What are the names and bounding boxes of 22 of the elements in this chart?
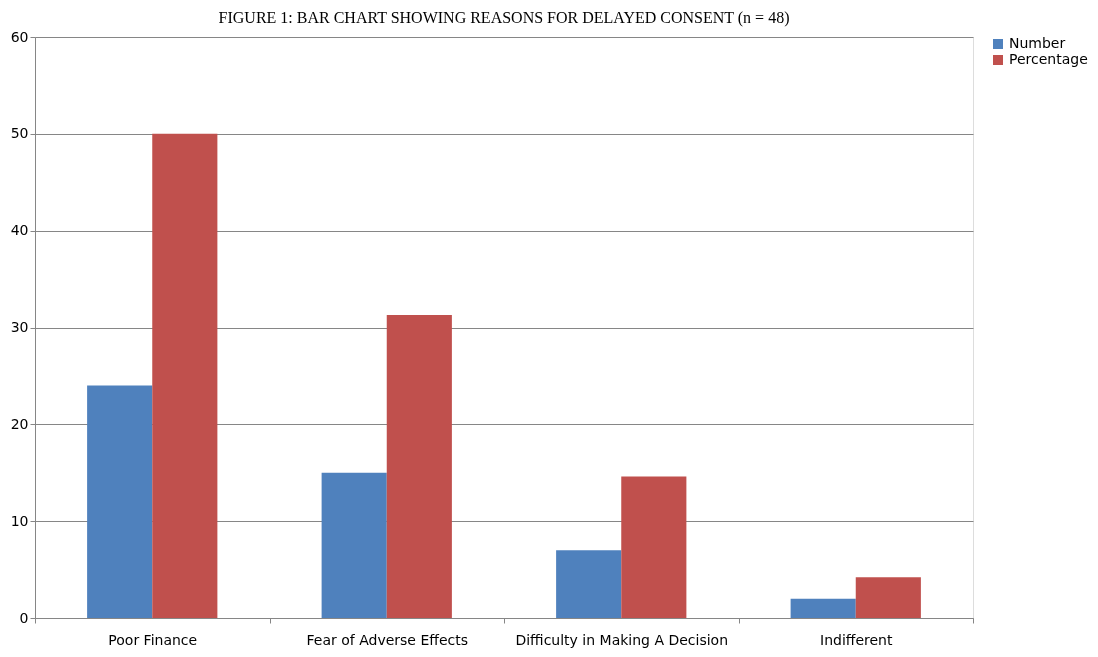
bar	[855, 577, 921, 618]
legend-label: Percentage	[1009, 51, 1088, 67]
x-tick-label: Poor Finance	[108, 631, 198, 648]
y-tick-label: 50	[10, 125, 29, 142]
bar	[790, 598, 856, 618]
x-tick-label: Fear of Adverse Effects	[306, 631, 468, 648]
bar	[152, 133, 218, 618]
x-tick-label: Difficulty in Making A Decision	[515, 631, 729, 648]
x-tick-label: Indifferent	[820, 631, 893, 648]
bar	[386, 314, 452, 618]
legend-label: Number	[1009, 35, 1066, 51]
bar	[621, 476, 687, 618]
y-tick-label: 20	[10, 415, 29, 432]
y-tick-label: 40	[10, 222, 29, 239]
chart-title: FIGURE 1: BAR CHART SHOWING REASONS FOR DELAYED CONSENT (n = 48)	[218, 9, 790, 27]
bar	[87, 385, 153, 618]
y-tick-label: 30	[10, 319, 29, 335]
bar	[321, 472, 387, 618]
y-tick-label: 0	[19, 609, 29, 626]
bar	[556, 550, 622, 618]
y-tick-label: 60	[10, 28, 29, 45]
y-tick-label: 10	[10, 512, 29, 529]
